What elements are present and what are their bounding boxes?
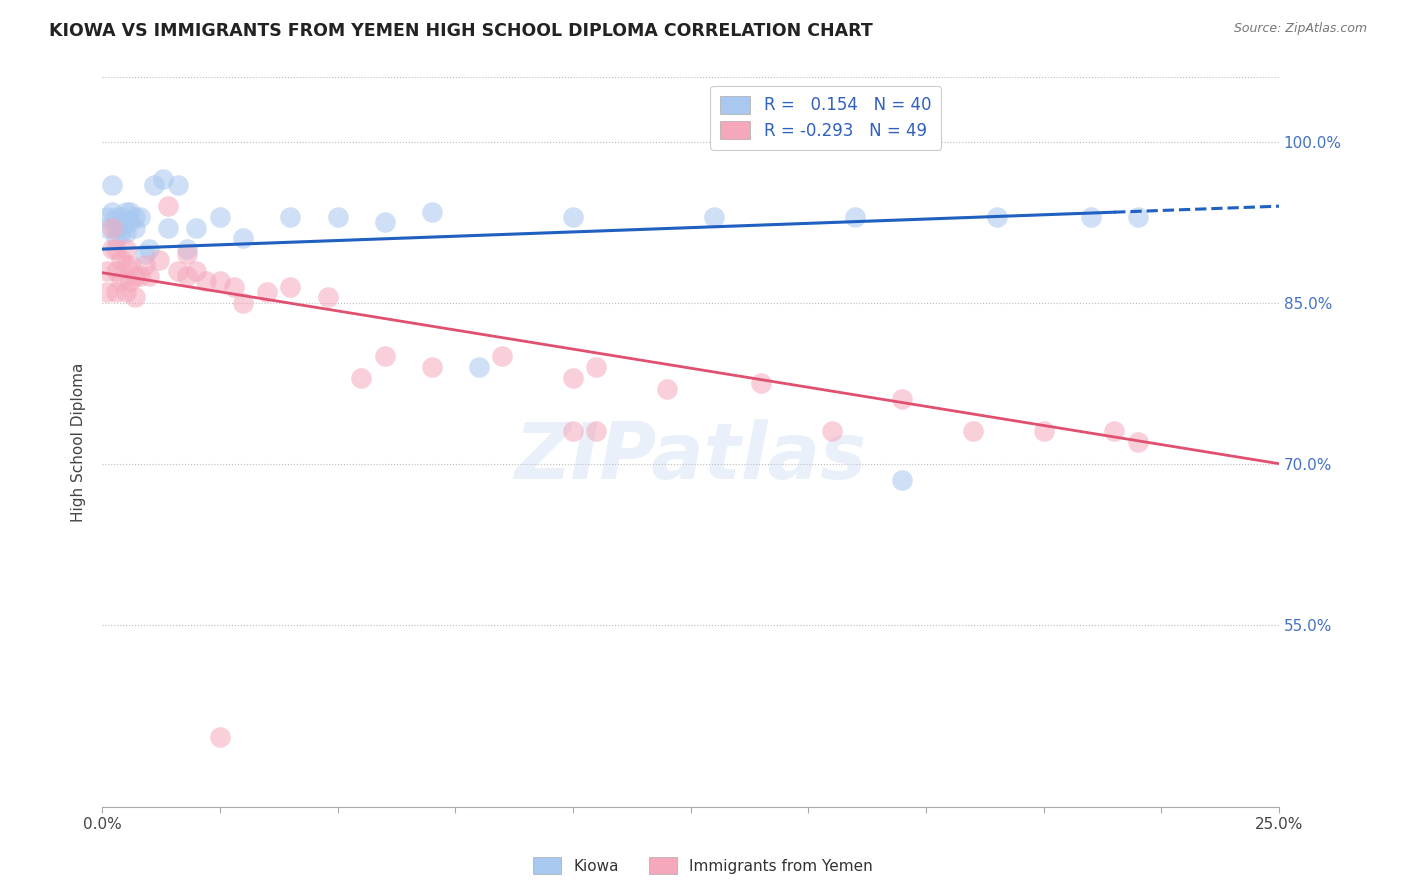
Point bbox=[232, 295, 254, 310]
Point bbox=[114, 226, 136, 240]
Point bbox=[138, 268, 160, 283]
Point bbox=[561, 371, 583, 385]
Point bbox=[986, 210, 1008, 224]
Point bbox=[176, 268, 198, 283]
Point bbox=[316, 290, 339, 304]
Point bbox=[100, 220, 122, 235]
Point bbox=[1080, 210, 1102, 224]
Point bbox=[176, 242, 198, 256]
Point bbox=[749, 376, 772, 391]
Point bbox=[891, 473, 914, 487]
Y-axis label: High School Diploma: High School Diploma bbox=[72, 362, 86, 522]
Point bbox=[110, 210, 132, 224]
Point bbox=[655, 382, 678, 396]
Point bbox=[124, 290, 146, 304]
Point bbox=[157, 199, 180, 213]
Point bbox=[350, 371, 373, 385]
Point bbox=[585, 360, 607, 375]
Point bbox=[326, 210, 349, 224]
Point bbox=[585, 425, 607, 439]
Point bbox=[491, 350, 513, 364]
Point bbox=[100, 178, 122, 192]
Point bbox=[232, 231, 254, 245]
Point bbox=[114, 215, 136, 229]
Point bbox=[120, 258, 142, 272]
Point bbox=[166, 178, 188, 192]
Point bbox=[138, 242, 160, 256]
Point bbox=[120, 204, 142, 219]
Point bbox=[100, 204, 122, 219]
Point bbox=[148, 252, 170, 267]
Point bbox=[100, 242, 122, 256]
Point bbox=[1032, 425, 1054, 439]
Point bbox=[844, 210, 866, 224]
Point bbox=[166, 263, 188, 277]
Point bbox=[105, 285, 128, 299]
Point bbox=[105, 210, 128, 224]
Point bbox=[208, 731, 231, 745]
Point bbox=[821, 425, 844, 439]
Point bbox=[114, 204, 136, 219]
Legend: R =   0.154   N = 40, R = -0.293   N = 49: R = 0.154 N = 40, R = -0.293 N = 49 bbox=[710, 86, 941, 150]
Point bbox=[194, 274, 217, 288]
Point bbox=[891, 392, 914, 407]
Point bbox=[120, 215, 142, 229]
Point bbox=[561, 425, 583, 439]
Point bbox=[96, 220, 118, 235]
Point bbox=[105, 242, 128, 256]
Point bbox=[280, 210, 302, 224]
Point bbox=[128, 268, 150, 283]
Point bbox=[186, 220, 208, 235]
Point bbox=[1102, 425, 1125, 439]
Point bbox=[374, 215, 396, 229]
Point bbox=[208, 274, 231, 288]
Point bbox=[110, 274, 132, 288]
Point bbox=[222, 279, 245, 293]
Point bbox=[208, 210, 231, 224]
Point bbox=[1126, 210, 1149, 224]
Point bbox=[152, 172, 174, 186]
Point bbox=[703, 210, 725, 224]
Point bbox=[96, 210, 118, 224]
Point bbox=[114, 258, 136, 272]
Point bbox=[128, 210, 150, 224]
Point bbox=[176, 247, 198, 261]
Point bbox=[143, 178, 166, 192]
Point bbox=[374, 350, 396, 364]
Point bbox=[256, 285, 278, 299]
Point bbox=[124, 220, 146, 235]
Point bbox=[468, 360, 491, 375]
Text: KIOWA VS IMMIGRANTS FROM YEMEN HIGH SCHOOL DIPLOMA CORRELATION CHART: KIOWA VS IMMIGRANTS FROM YEMEN HIGH SCHO… bbox=[49, 22, 873, 40]
Point bbox=[962, 425, 984, 439]
Point bbox=[124, 210, 146, 224]
Point bbox=[120, 274, 142, 288]
Point bbox=[186, 263, 208, 277]
Point bbox=[134, 247, 156, 261]
Point bbox=[134, 258, 156, 272]
Point bbox=[110, 220, 132, 235]
Point bbox=[114, 285, 136, 299]
Text: ZIPatlas: ZIPatlas bbox=[515, 419, 866, 495]
Point bbox=[110, 226, 132, 240]
Point bbox=[110, 252, 132, 267]
Point bbox=[280, 279, 302, 293]
Point bbox=[1126, 435, 1149, 450]
Point bbox=[561, 210, 583, 224]
Point bbox=[114, 242, 136, 256]
Point bbox=[105, 220, 128, 235]
Point bbox=[96, 285, 118, 299]
Point bbox=[124, 268, 146, 283]
Text: Source: ZipAtlas.com: Source: ZipAtlas.com bbox=[1233, 22, 1367, 36]
Point bbox=[420, 204, 443, 219]
Point bbox=[96, 263, 118, 277]
Point bbox=[157, 220, 180, 235]
Point bbox=[420, 360, 443, 375]
Point bbox=[105, 263, 128, 277]
Point bbox=[105, 231, 128, 245]
Legend: Kiowa, Immigrants from Yemen: Kiowa, Immigrants from Yemen bbox=[527, 851, 879, 880]
